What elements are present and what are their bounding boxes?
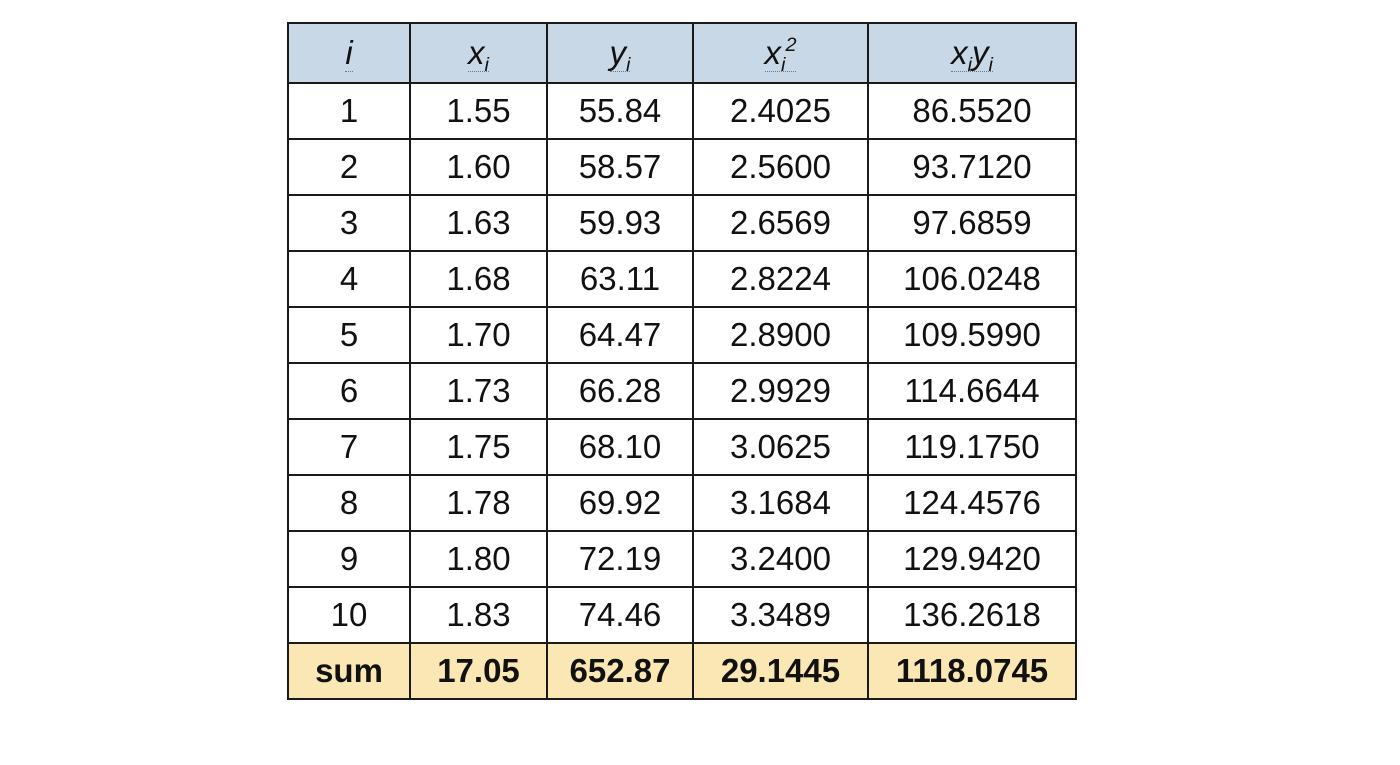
table-cell-yi: 58.57 [546,138,694,196]
table-cell-xi-squared: 3.3489 [692,586,869,644]
table-cell-yi: 59.93 [546,194,694,252]
table-cell-xi: 1.78 [409,474,548,532]
header-row: i xi yi xi2 xiyi [287,22,1077,84]
regression-table: i xi yi xi2 xiyi 1 1.55 55.84 2.4025 86.5520… [287,22,1077,700]
table-row: 3 1.63 59.93 2.6569 97.6859 [287,194,1077,252]
table-cell-yi: 74.46 [546,586,694,644]
table-cell-xiyi: 97.6859 [867,194,1077,252]
table-cell-i: 5 [287,306,411,364]
sum-cell-xiyi: 1118.0745 [867,642,1077,700]
table-cell-yi: 63.11 [546,250,694,308]
header-cell-xi: xi [409,22,548,84]
table-cell-i: 7 [287,418,411,476]
table-cell-xi-squared: 3.0625 [692,418,869,476]
table-row: 8 1.78 69.92 3.1684 124.4576 [287,474,1077,532]
table-cell-yi: 68.10 [546,418,694,476]
sum-cell-xi: 17.05 [409,642,548,700]
table-row: 6 1.73 66.28 2.9929 114.6644 [287,362,1077,420]
table-cell-i: 2 [287,138,411,196]
table-cell-i: 8 [287,474,411,532]
table-row: 1 1.55 55.84 2.4025 86.5520 [287,82,1077,140]
header-cell-i: i [287,22,411,84]
table-cell-xi: 1.63 [409,194,548,252]
table-cell-i: 10 [287,586,411,644]
table-cell-yi: 64.47 [546,306,694,364]
table-cell-i: 3 [287,194,411,252]
table-cell-yi: 69.92 [546,474,694,532]
table-row: 5 1.70 64.47 2.8900 109.5990 [287,306,1077,364]
sum-label: sum [287,642,411,700]
table-cell-xi-squared: 2.5600 [692,138,869,196]
table-cell-i: 4 [287,250,411,308]
table-row: 9 1.80 72.19 3.2400 129.9420 [287,530,1077,588]
table-cell-i: 9 [287,530,411,588]
table-cell-xi: 1.80 [409,530,548,588]
table-cell-xi-squared: 2.9929 [692,362,869,420]
table-cell-xi: 1.55 [409,82,548,140]
header-cell-xi-squared: xi2 [692,22,869,84]
table-cell-xiyi: 124.4576 [867,474,1077,532]
table-cell-xiyi: 114.6644 [867,362,1077,420]
sum-cell-yi: 652.87 [546,642,694,700]
table-row: 4 1.68 63.11 2.8224 106.0248 [287,250,1077,308]
table-cell-xi-squared: 3.1684 [692,474,869,532]
table-body: 1 1.55 55.84 2.4025 86.5520 2 1.60 58.57 2.5600 9… [287,82,1077,700]
table-cell-xi-squared: 2.8900 [692,306,869,364]
table-cell-xiyi: 106.0248 [867,250,1077,308]
table-cell-xi: 1.73 [409,362,548,420]
table-cell-yi: 55.84 [546,82,694,140]
table-cell-xi: 1.83 [409,586,548,644]
table-cell-xi: 1.60 [409,138,548,196]
table-cell-i: 6 [287,362,411,420]
table-cell-xi-squared: 2.4025 [692,82,869,140]
table-row: 7 1.75 68.10 3.0625 119.1750 [287,418,1077,476]
table-header: i xi yi xi2 xiyi [287,22,1077,84]
table-row: 2 1.60 58.57 2.5600 93.7120 [287,138,1077,196]
table-cell-yi: 72.19 [546,530,694,588]
table-cell-xiyi: 129.9420 [867,530,1077,588]
table-cell-xi: 1.70 [409,306,548,364]
header-cell-yi: yi [546,22,694,84]
sum-row: sum 17.05 652.87 29.1445 1118.0745 [287,642,1077,700]
table-cell-xi: 1.75 [409,418,548,476]
table-cell-xiyi: 136.2618 [867,586,1077,644]
table-cell-xi-squared: 2.6569 [692,194,869,252]
sum-cell-xi-squared: 29.1445 [692,642,869,700]
table-cell-yi: 66.28 [546,362,694,420]
table-cell-xiyi: 93.7120 [867,138,1077,196]
table-row: 10 1.83 74.46 3.3489 136.2618 [287,586,1077,644]
table-cell-i: 1 [287,82,411,140]
table-cell-xi: 1.68 [409,250,548,308]
table-cell-xiyi: 109.5990 [867,306,1077,364]
header-cell-xiyi: xiyi [867,22,1077,84]
table-cell-xi-squared: 2.8224 [692,250,869,308]
table-cell-xiyi: 119.1750 [867,418,1077,476]
table-cell-xi-squared: 3.2400 [692,530,869,588]
table-cell-xiyi: 86.5520 [867,82,1077,140]
